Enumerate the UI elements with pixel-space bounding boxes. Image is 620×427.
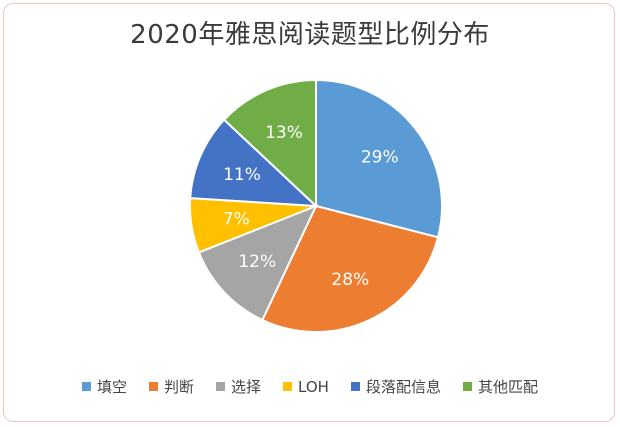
pie-label-3: 12% <box>238 252 276 272</box>
pie-label-5: 11% <box>223 165 261 185</box>
pie-label-4: 7% <box>223 210 250 230</box>
legend-label-4: LOH <box>298 377 329 396</box>
legend-item-5: 段落配信息 <box>350 376 441 397</box>
legend-swatch-4 <box>283 382 293 391</box>
pie-slice-2 <box>261 204 440 333</box>
pie-label-6: 13% <box>265 123 303 143</box>
legend-swatch-6 <box>462 382 472 391</box>
legend-swatch-5 <box>350 382 360 391</box>
legend-swatch-1 <box>82 382 91 391</box>
pie-slice-3 <box>197 204 318 322</box>
legend-swatch-2 <box>149 382 159 391</box>
pie-slice-5 <box>189 118 319 208</box>
legend-label-3: 选择 <box>231 378 262 396</box>
legend-label-5: 段落配信息 <box>365 378 441 396</box>
legend-label-2: 判断 <box>164 378 195 396</box>
pie-label-1: 29% <box>361 148 399 168</box>
pie-slice-6 <box>222 78 317 209</box>
legend-swatch-3 <box>216 382 226 391</box>
chart-title: 2020年雅思阅读题型比例分布 <box>130 20 490 50</box>
chart-legend: 填空 判断 选择 LOH 段落配信息 其他匹配 <box>0 376 620 397</box>
legend-item-1: 填空 <box>82 376 127 397</box>
pie-slice-1 <box>315 78 443 239</box>
pie-label-2: 28% <box>331 270 369 290</box>
legend-item-6: 其他匹配 <box>462 376 538 397</box>
legend-item-4: LOH <box>283 376 329 397</box>
legend-label-1: 填空 <box>97 378 128 396</box>
legend-item-3: 选择 <box>216 376 261 397</box>
legend-item-2: 判断 <box>149 376 194 397</box>
legend-label-6: 其他匹配 <box>477 378 538 396</box>
